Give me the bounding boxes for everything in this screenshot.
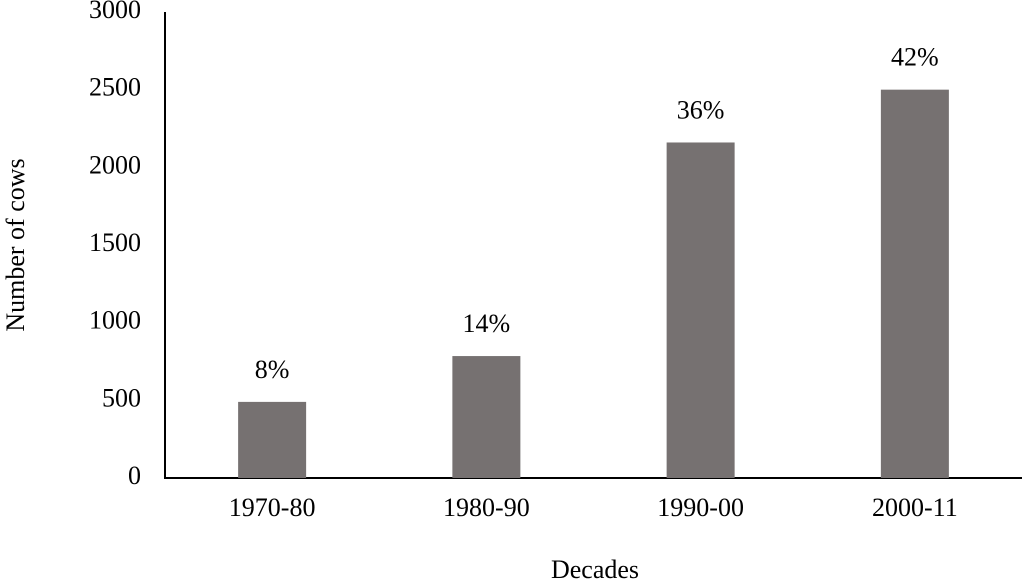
bar: [238, 401, 307, 478]
bar: [880, 89, 949, 479]
bar: [666, 142, 735, 479]
annotation: 8%: [255, 355, 290, 384]
y-axis-title: Number of cows: [1, 158, 30, 331]
y-tick-label: 1000: [89, 306, 141, 335]
annotation: 42%: [891, 43, 939, 72]
y-tick-label: 1500: [89, 228, 141, 257]
x-tick-label: 1990-00: [657, 493, 744, 522]
y-tick-label: 3000: [89, 0, 141, 24]
y-tick-label: 2500: [89, 73, 141, 102]
annotation: 36%: [677, 95, 725, 124]
annotation: 14%: [463, 309, 511, 338]
x-tick-label: 1980-90: [443, 493, 530, 522]
y-tick-label: 2000: [89, 150, 141, 179]
y-tick-label: 0: [128, 461, 141, 490]
x-tick-label: 2000-11: [872, 493, 958, 522]
y-tick-label: 500: [102, 383, 141, 412]
bar: [452, 356, 521, 478]
x-axis-title: Decades: [551, 555, 639, 584]
x-tick-label: 1970-80: [229, 493, 316, 522]
